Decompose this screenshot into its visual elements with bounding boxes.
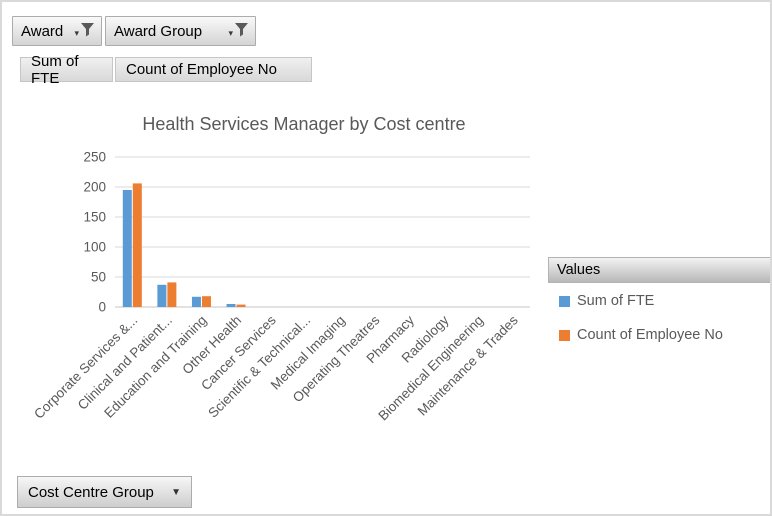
axis-field-button-cost-centre-group[interactable]: Cost Centre Group ▼ (17, 476, 192, 508)
filter-button-award-group-icons: ▾ (228, 22, 249, 41)
filter-button-award-label: Award (21, 22, 64, 40)
legend-swatch-orange-icon (559, 329, 570, 341)
filter-funnel-icon (80, 22, 95, 41)
bar-sum-of-fte (191, 296, 201, 307)
dropdown-arrow-icon: ▼ (171, 486, 181, 498)
legend-header-label: Values (557, 262, 601, 278)
legend-item-sum-of-fte: Sum of FTE (559, 293, 654, 309)
bar-count-of-employee-no (132, 183, 142, 307)
axis-field-button-label: Cost Centre Group (28, 483, 154, 501)
filter-button-award[interactable]: Award ▾ (12, 16, 102, 46)
bar-sum-of-fte (122, 190, 132, 307)
bar-count-of-employee-no (236, 304, 246, 307)
y-tick-label: 250 (83, 150, 106, 165)
legend-swatch-blue-icon (559, 295, 570, 307)
legend-item-label: Count of Employee No (577, 327, 723, 343)
filter-button-award-group-label: Award Group (114, 22, 203, 40)
y-tick-label: 0 (98, 300, 106, 315)
bar-sum-of-fte (157, 284, 167, 307)
y-tick-label: 150 (83, 210, 106, 225)
y-tick-label: 200 (83, 180, 106, 195)
legend-item-label: Sum of FTE (577, 293, 655, 309)
bar-count-of-employee-no (201, 296, 211, 307)
filter-button-award-icons: ▾ (74, 22, 95, 41)
value-field-button-label: Count of Employee No (126, 61, 277, 78)
value-field-button-count-of-employee-no[interactable]: Count of Employee No (115, 57, 312, 82)
value-field-button-label: Sum of FTE (31, 52, 79, 87)
y-tick-label: 100 (83, 240, 106, 255)
legend-item-count-of-employee-no: Count of Employee No (559, 327, 723, 343)
filter-funnel-icon (234, 22, 249, 41)
dropdown-arrow-icon: ▾ (228, 27, 233, 38)
filter-button-award-group[interactable]: Award Group ▾ (105, 16, 256, 46)
dropdown-arrow-icon: ▾ (74, 27, 79, 38)
bar-count-of-employee-no (167, 282, 177, 307)
y-tick-label: 50 (91, 270, 106, 285)
legend-values-header-button[interactable]: Values (548, 257, 770, 283)
chart-title: Health Services Manager by Cost centre (142, 114, 466, 134)
value-field-button-sum-of-fte[interactable]: Sum of FTE (20, 53, 113, 87)
bar-sum-of-fte (226, 304, 236, 307)
